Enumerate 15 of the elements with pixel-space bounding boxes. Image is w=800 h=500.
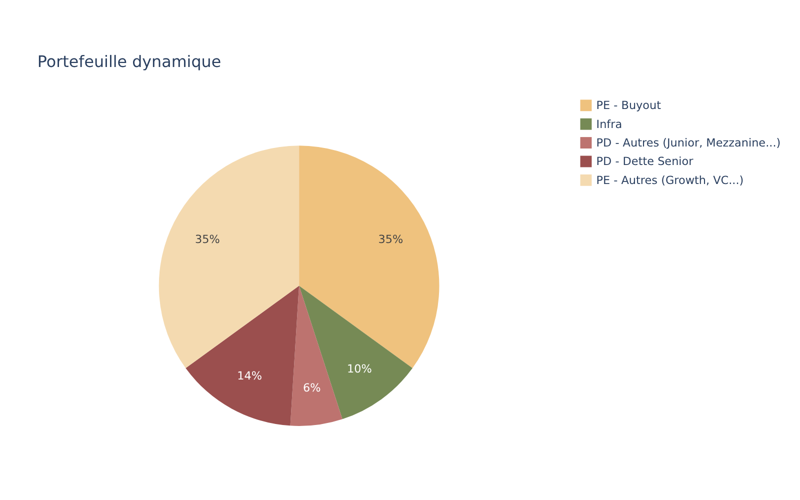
legend-label: Infra (596, 118, 622, 131)
data-label: 35% (378, 232, 404, 246)
data-label: 6% (303, 382, 322, 395)
legend-label: PD - Dette Senior (596, 155, 694, 168)
legend-label: PE - Buyout (596, 99, 662, 112)
pie-slice (299, 286, 412, 420)
legend-label: PD - Autres (Junior, Mezzanine...) (596, 136, 781, 150)
pie-slice (290, 286, 342, 426)
data-label: 10% (347, 362, 372, 376)
data-label: 14% (237, 370, 262, 383)
pie-slice (158, 146, 300, 368)
chart-title: Portefeuille dynamique (37, 52, 222, 72)
legend-label: PE - Autres (Growth, VC...) (596, 174, 744, 187)
pie-slice (186, 286, 300, 426)
data-label: 35% (195, 232, 220, 246)
